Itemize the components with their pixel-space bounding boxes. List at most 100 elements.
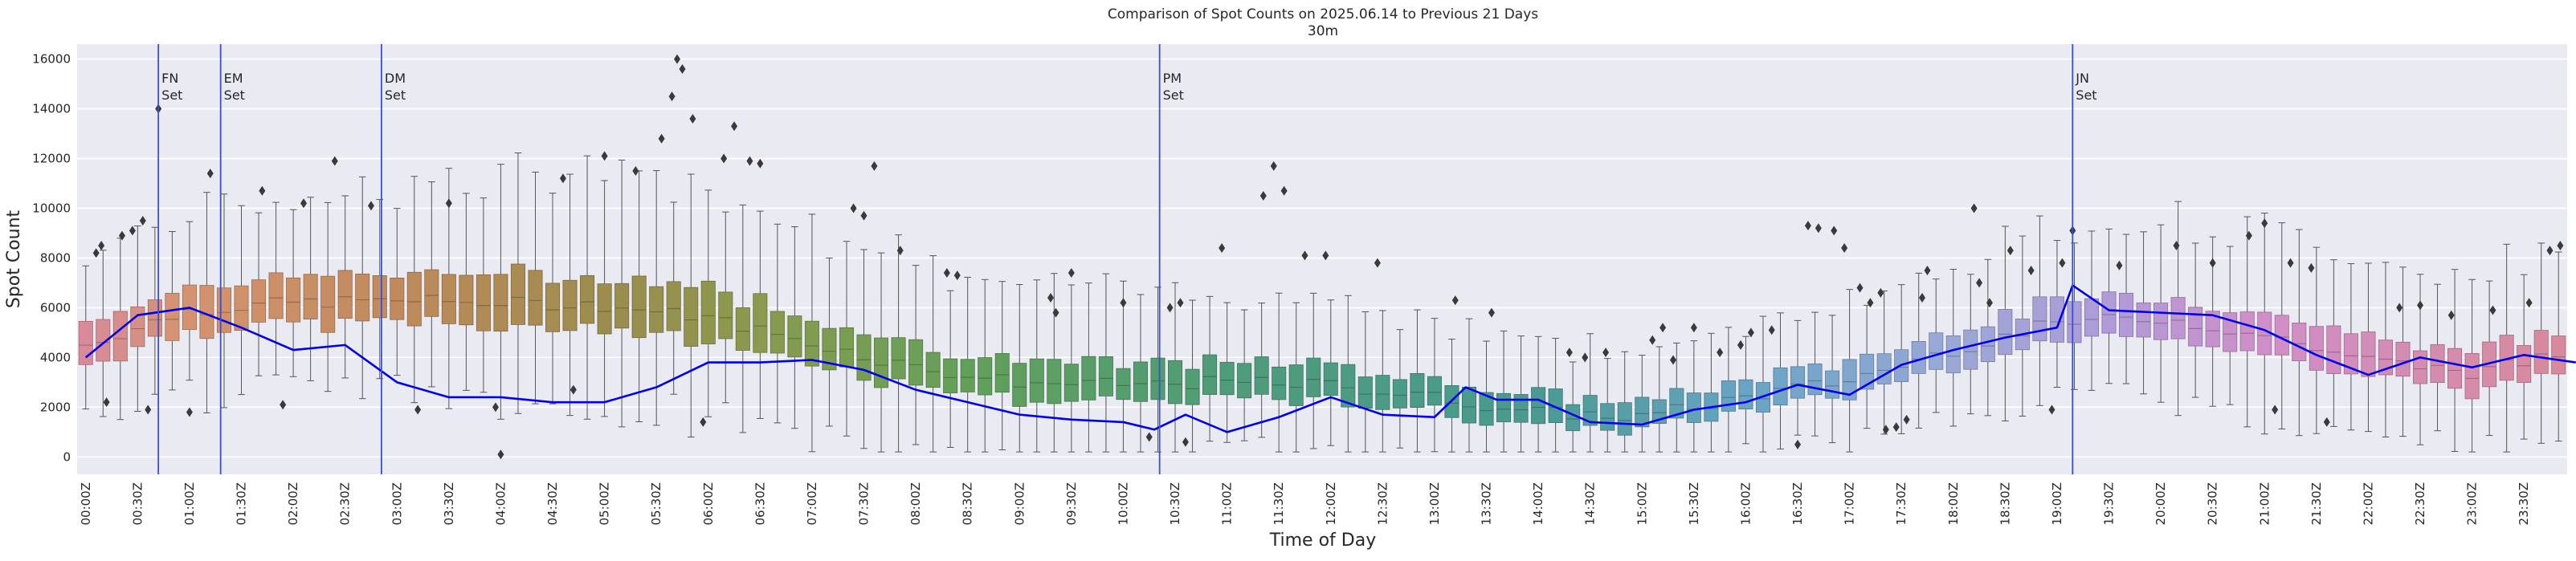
x-tick-label: 01:30Z xyxy=(235,482,249,526)
outlier-layer xyxy=(92,54,2564,460)
x-tick-label: 06:30Z xyxy=(753,482,767,526)
outlier-point xyxy=(1068,268,1075,278)
x-tick-label: 13:00Z xyxy=(1427,482,1442,526)
box xyxy=(2447,348,2463,389)
box xyxy=(372,274,387,319)
box xyxy=(2049,296,2064,343)
x-tick-label: 18:30Z xyxy=(1998,482,2012,526)
outlier-point xyxy=(129,226,136,236)
box xyxy=(1945,335,1961,374)
x-tick-label: 08:30Z xyxy=(961,482,975,526)
outlier-point xyxy=(2323,417,2330,427)
box xyxy=(510,263,525,325)
y-tick-label: 0 xyxy=(63,449,71,464)
outlier-point xyxy=(559,173,566,184)
x-tick-label: 22:30Z xyxy=(2413,482,2427,526)
outlier-point xyxy=(139,215,146,226)
box xyxy=(2067,301,2082,344)
vline-label: PM xyxy=(1163,71,1182,86)
outlier-point xyxy=(1451,295,1459,306)
outlier-point xyxy=(118,230,125,241)
box xyxy=(1047,359,1062,404)
outlier-point xyxy=(445,198,452,209)
box xyxy=(216,287,231,333)
outlier-point xyxy=(1182,437,1189,447)
box xyxy=(891,337,906,380)
outlier-point xyxy=(2048,404,2055,415)
box xyxy=(1980,326,1995,363)
outlier-point xyxy=(98,240,105,250)
box xyxy=(1876,353,1892,384)
box xyxy=(1825,370,1840,399)
box xyxy=(804,320,819,367)
box xyxy=(2326,325,2341,374)
outlier-point xyxy=(1892,422,1900,433)
box xyxy=(165,292,180,341)
outlier-point xyxy=(492,402,499,413)
outlier-point xyxy=(746,156,753,166)
box xyxy=(130,306,145,348)
outlier-point xyxy=(1566,348,1573,358)
box xyxy=(839,327,854,368)
x-tick-label: 20:30Z xyxy=(2206,482,2220,526)
box xyxy=(2032,296,2047,342)
box xyxy=(1635,396,1650,428)
box xyxy=(874,337,889,388)
outlier-point xyxy=(1976,278,1983,288)
outlier-point xyxy=(1856,283,1864,293)
box xyxy=(2430,344,2445,383)
box xyxy=(2343,333,2358,375)
box xyxy=(822,327,837,371)
x-tick-label: 10:30Z xyxy=(1168,482,1182,526)
box xyxy=(2188,307,2203,347)
outlier-point xyxy=(2396,303,2403,313)
outlier-point xyxy=(92,248,100,258)
box xyxy=(268,272,284,319)
outlier-point xyxy=(2447,310,2455,320)
box xyxy=(1012,363,1027,407)
box xyxy=(303,274,318,320)
outlier-point xyxy=(1737,339,1744,350)
x-tick-label: 22:00Z xyxy=(2361,482,2375,526)
outlier-point xyxy=(757,158,764,169)
y-tick-label: 6000 xyxy=(40,300,71,315)
outlier-point xyxy=(367,201,374,211)
box xyxy=(1029,358,1044,403)
box xyxy=(2551,335,2566,375)
outlier-point xyxy=(1804,221,1811,231)
box xyxy=(1254,356,1269,395)
outlier-point xyxy=(2245,230,2252,241)
outlier-point xyxy=(700,417,707,427)
outlier-point xyxy=(1280,185,1288,196)
outlier-point xyxy=(1919,293,1926,303)
outlier-point xyxy=(2261,218,2268,229)
box xyxy=(1686,392,1701,423)
box xyxy=(1272,366,1287,400)
x-tick-label: 08:00Z xyxy=(908,482,923,526)
x-tick-label: 07:00Z xyxy=(805,482,819,526)
x-tick-label: 16:00Z xyxy=(1738,482,1753,526)
x-tick-label: 12:30Z xyxy=(1375,482,1390,526)
box xyxy=(2517,345,2532,383)
box xyxy=(580,274,595,324)
box xyxy=(545,283,561,332)
x-tick-label: 05:30Z xyxy=(649,482,663,526)
box xyxy=(2395,341,2411,377)
x-tick-label: 23:30Z xyxy=(2517,482,2531,526)
outlier-point xyxy=(1831,226,1838,236)
outlier-point xyxy=(658,133,665,144)
outlier-point xyxy=(1768,325,1775,335)
box xyxy=(684,287,699,348)
box xyxy=(1773,367,1788,406)
box xyxy=(1219,362,1235,396)
box xyxy=(459,274,474,326)
box xyxy=(925,352,941,388)
vline-label: Set xyxy=(161,87,182,103)
box xyxy=(2309,326,2324,371)
box xyxy=(2413,350,2428,384)
vline-label: JN xyxy=(2075,71,2089,86)
outlier-point xyxy=(2027,265,2035,275)
